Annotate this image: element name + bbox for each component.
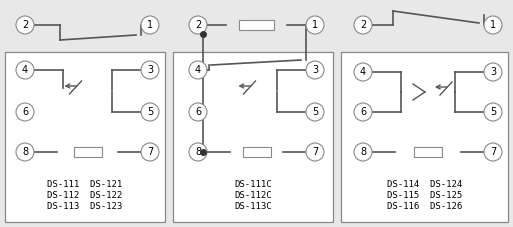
Bar	[73, 147, 102, 157]
Circle shape	[16, 61, 34, 79]
Circle shape	[189, 61, 207, 79]
Circle shape	[484, 63, 502, 81]
Bar	[239, 20, 274, 30]
Text: DS-111  DS-121: DS-111 DS-121	[47, 180, 123, 189]
Text: 5: 5	[147, 107, 153, 117]
Circle shape	[354, 16, 372, 34]
Text: DS-112  DS-122: DS-112 DS-122	[47, 191, 123, 200]
Text: 7: 7	[490, 147, 496, 157]
Text: 6: 6	[22, 107, 28, 117]
Text: 4: 4	[195, 65, 201, 75]
Bar	[243, 147, 270, 157]
Circle shape	[141, 16, 159, 34]
Text: 5: 5	[490, 107, 496, 117]
Text: 7: 7	[147, 147, 153, 157]
Text: 2: 2	[360, 20, 366, 30]
Circle shape	[484, 103, 502, 121]
Text: 8: 8	[360, 147, 366, 157]
Text: 4: 4	[22, 65, 28, 75]
Text: 1: 1	[312, 20, 318, 30]
Text: 5: 5	[312, 107, 318, 117]
Text: DS-112C: DS-112C	[234, 191, 272, 200]
Text: 2: 2	[22, 20, 28, 30]
Circle shape	[141, 103, 159, 121]
Text: 4: 4	[360, 67, 366, 77]
Circle shape	[354, 63, 372, 81]
Text: 8: 8	[195, 147, 201, 157]
Circle shape	[16, 143, 34, 161]
Text: 3: 3	[490, 67, 496, 77]
Text: DS-111C: DS-111C	[234, 180, 272, 189]
Circle shape	[354, 143, 372, 161]
Text: 1: 1	[490, 20, 496, 30]
Text: 2: 2	[195, 20, 201, 30]
Text: 8: 8	[22, 147, 28, 157]
Circle shape	[16, 103, 34, 121]
Text: 3: 3	[147, 65, 153, 75]
Circle shape	[306, 61, 324, 79]
Circle shape	[306, 16, 324, 34]
Circle shape	[189, 16, 207, 34]
Text: 1: 1	[147, 20, 153, 30]
Bar	[5, 52, 165, 222]
Text: DS-115  DS-125: DS-115 DS-125	[387, 191, 462, 200]
Bar	[414, 147, 442, 157]
Circle shape	[141, 143, 159, 161]
Circle shape	[16, 16, 34, 34]
Circle shape	[306, 143, 324, 161]
Circle shape	[306, 103, 324, 121]
Circle shape	[189, 143, 207, 161]
Circle shape	[484, 16, 502, 34]
Text: DS-116  DS-126: DS-116 DS-126	[387, 202, 462, 211]
Circle shape	[354, 103, 372, 121]
Text: DS-113  DS-123: DS-113 DS-123	[47, 202, 123, 211]
Circle shape	[484, 143, 502, 161]
Text: 7: 7	[312, 147, 318, 157]
Bar	[173, 52, 333, 222]
Circle shape	[141, 61, 159, 79]
Text: DS-113C: DS-113C	[234, 202, 272, 211]
Circle shape	[189, 103, 207, 121]
Text: DS-114  DS-124: DS-114 DS-124	[387, 180, 462, 189]
Bar	[341, 52, 508, 222]
Text: 3: 3	[312, 65, 318, 75]
Text: 6: 6	[195, 107, 201, 117]
Text: 6: 6	[360, 107, 366, 117]
